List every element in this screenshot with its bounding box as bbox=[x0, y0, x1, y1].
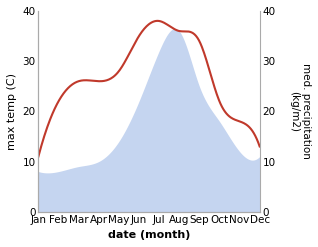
Y-axis label: med. precipitation
(kg/m2): med. precipitation (kg/m2) bbox=[289, 63, 311, 159]
Y-axis label: max temp (C): max temp (C) bbox=[7, 73, 17, 150]
X-axis label: date (month): date (month) bbox=[108, 230, 190, 240]
